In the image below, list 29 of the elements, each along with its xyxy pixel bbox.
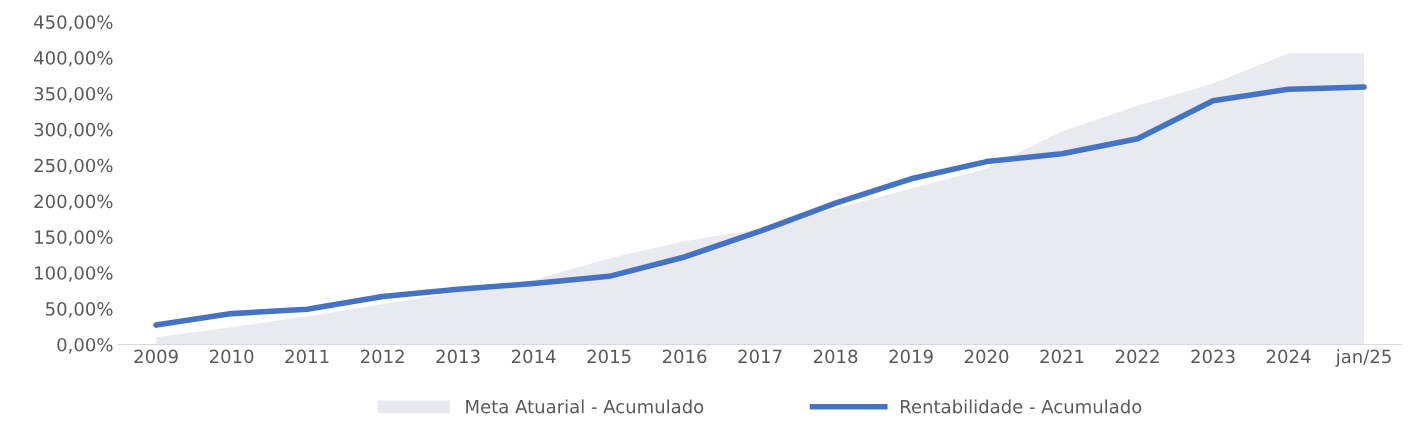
x-tick-label: 2023 — [1191, 349, 1235, 364]
x-tick-label: 2015 — [587, 349, 631, 364]
legend-label: Meta Atuarial - Acumulado — [466, 399, 704, 414]
x-tick-label: 2011 — [285, 349, 329, 364]
x-tick-label: 2017 — [738, 349, 782, 364]
x-tick-label: 2019 — [889, 349, 933, 364]
x-tick-label: jan/25 — [1335, 349, 1391, 367]
x-tick-label: 2012 — [360, 349, 404, 364]
y-tick-label: 100,00% — [35, 266, 113, 282]
y-tick-label: 300,00% — [34, 122, 113, 139]
x-tick-label: 2014 — [511, 349, 556, 364]
y-tick-label: 0,00% — [57, 337, 113, 354]
x-tick-label: 2013 — [436, 349, 480, 364]
y-tick-label: 200,00% — [34, 194, 113, 210]
x-tick-label: 2024 — [1266, 349, 1311, 364]
x-tick-label: 2016 — [662, 349, 707, 364]
y-tick-label: 450,00% — [34, 15, 113, 31]
y-tick-label: 350,00% — [34, 86, 113, 103]
x-tick-label: 2020 — [964, 349, 1009, 364]
legend-label: Rentabilidade - Acumulado — [901, 399, 1142, 414]
x-tick-label: 2009 — [134, 349, 178, 364]
x-tick-label: 2022 — [1115, 349, 1159, 364]
y-tick-label: 150,00% — [35, 230, 113, 246]
x-tick-label: 2021 — [1040, 349, 1084, 364]
y-tick-label: 50,00% — [46, 302, 113, 318]
x-tick-label: 2010 — [209, 349, 254, 364]
y-tick-label: 250,00% — [34, 158, 113, 175]
y-tick-label: 400,00% — [34, 51, 113, 67]
x-tick-label: 2018 — [813, 349, 858, 364]
